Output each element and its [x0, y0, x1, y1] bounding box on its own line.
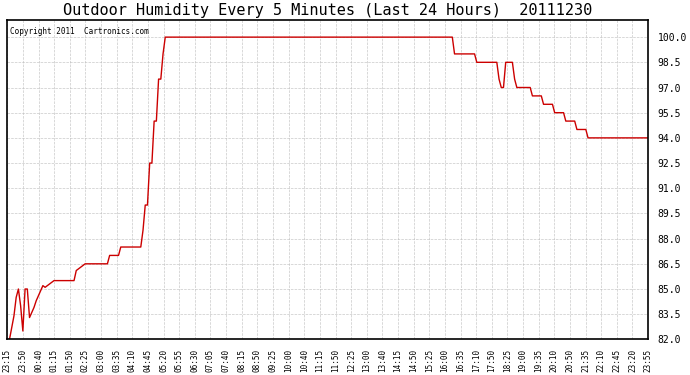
Title: Outdoor Humidity Every 5 Minutes (Last 24 Hours)  20111230: Outdoor Humidity Every 5 Minutes (Last 2… [63, 3, 592, 18]
Text: Copyright 2011  Cartronics.com: Copyright 2011 Cartronics.com [10, 27, 149, 36]
